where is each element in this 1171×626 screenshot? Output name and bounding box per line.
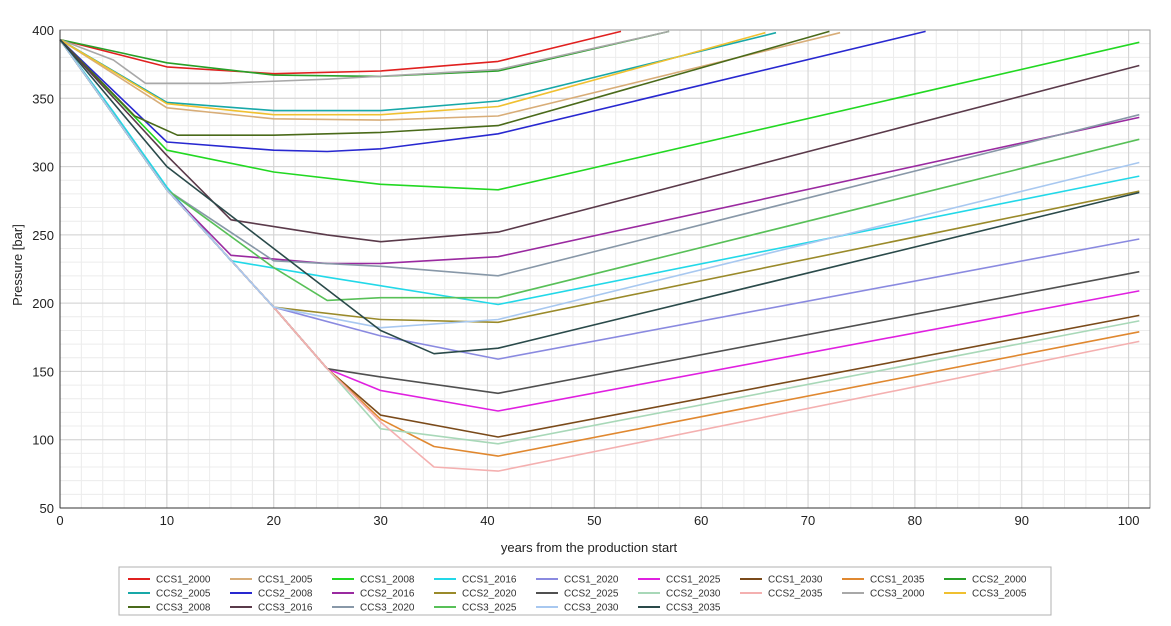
series-line-ccs3-2000 <box>59 30 670 85</box>
series-line-ccs2-2005 <box>59 31 777 112</box>
y-tick-label: 250 <box>32 228 54 243</box>
series-line-ccs2-2000 <box>59 30 670 78</box>
legend-label: CCS1_2005 <box>258 575 313 586</box>
legend-label: CCS2_2025 <box>564 589 619 600</box>
y-tick-label: 200 <box>32 296 54 311</box>
y-axis-ticks: 50 100 150 200 250 300 350 400 <box>32 23 61 516</box>
series-line-ccs1-2005 <box>59 31 841 121</box>
series-line-ccs3-2008 <box>59 30 830 136</box>
y-axis-title: Pressure [bar] <box>10 224 25 306</box>
series-line-ccs3-2030 <box>59 39 1140 329</box>
legend-label: CCS3_2035 <box>666 603 721 614</box>
series-line-ccs3-2016 <box>59 39 1140 243</box>
legend-label: CCS3_2025 <box>462 603 517 614</box>
legend-label: CCS3_2030 <box>564 603 619 614</box>
legend-label: CCS2_2035 <box>768 589 823 600</box>
legend-label: CCS1_2020 <box>564 575 619 586</box>
legend-label: CCS3_2016 <box>258 603 313 614</box>
x-tick-label: 60 <box>694 513 708 528</box>
x-tick-label: 0 <box>56 513 63 528</box>
y-tick-label: 100 <box>32 433 54 448</box>
x-tick-label: 90 <box>1015 513 1029 528</box>
legend-label: CCS2_2000 <box>972 575 1027 586</box>
legend-label: CCS3_2005 <box>972 589 1027 600</box>
series-line-ccs1-2008 <box>59 39 1140 191</box>
x-axis-title: years from the production start <box>501 540 678 555</box>
x-tick-label: 10 <box>160 513 174 528</box>
x-tick-label: 50 <box>587 513 601 528</box>
series-line-ccs3-2005 <box>59 31 766 116</box>
y-tick-label: 400 <box>32 23 54 38</box>
legend-label: CCS2_2030 <box>666 589 721 600</box>
legend: CCS1_2000 CCS1_2005 CCS1_2008 CCS1_2016 CCS1… <box>128 575 1027 614</box>
legend-label: CCS1_2035 <box>870 575 925 586</box>
x-tick-label: 40 <box>480 513 494 528</box>
x-tick-label: 30 <box>373 513 387 528</box>
legend-label: CCS2_2016 <box>360 589 415 600</box>
legend-label: CCS3_2008 <box>156 603 211 614</box>
legend-box <box>118 566 1052 616</box>
x-tick-label: 80 <box>908 513 922 528</box>
series-line-ccs3-2035 <box>59 39 1140 355</box>
x-tick-label: 100 <box>1118 513 1140 528</box>
legend-label: CCS1_2025 <box>666 575 721 586</box>
y-tick-label: 150 <box>32 364 54 379</box>
x-tick-label: 20 <box>266 513 280 528</box>
legend-label: CCS3_2000 <box>870 589 925 600</box>
legend-label: CCS1_2000 <box>156 575 211 586</box>
legend-label: CCS1_2030 <box>768 575 823 586</box>
legend-label: CCS2_2005 <box>156 589 211 600</box>
series-line-ccs2-2008 <box>59 30 926 153</box>
legend-label: CCS1_2016 <box>462 575 517 586</box>
y-tick-label: 50 <box>40 501 54 516</box>
y-tick-label: 350 <box>32 91 54 106</box>
series-line-ccs1-2000 <box>59 30 622 75</box>
series-lines <box>59 30 1140 472</box>
legend-label: CCS3_2020 <box>360 603 415 614</box>
x-tick-label: 70 <box>801 513 815 528</box>
legend-label: CCS1_2008 <box>360 575 415 586</box>
y-tick-label: 300 <box>32 160 54 175</box>
legend-label: CCS2_2008 <box>258 589 313 600</box>
x-axis-ticks: 0 10 20 30 40 50 60 70 80 90 100 <box>56 507 1150 528</box>
legend-label: CCS2_2020 <box>462 589 517 600</box>
